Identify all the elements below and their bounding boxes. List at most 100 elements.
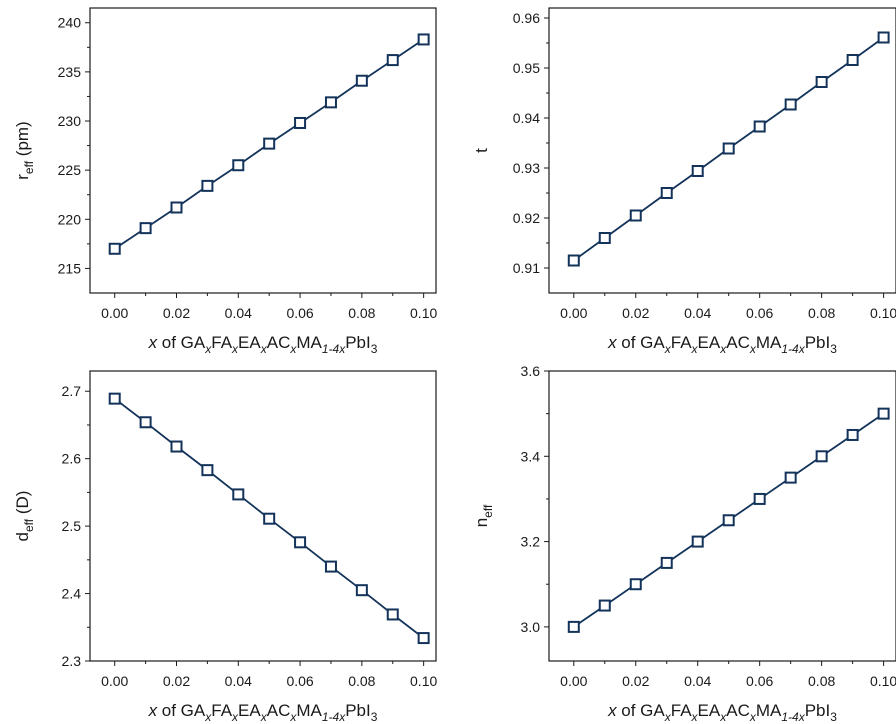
- data-point: [598, 599, 611, 612]
- data-point: [815, 76, 828, 88]
- data-point: [324, 96, 337, 109]
- y-tick-label: 220: [58, 211, 82, 227]
- x-tick-label: 0.02: [622, 305, 649, 321]
- x-tick-label: 0.02: [163, 305, 190, 321]
- data-point: [722, 514, 735, 527]
- x-tick-label: 0.08: [348, 673, 375, 689]
- data-point: [846, 54, 859, 66]
- y-tick-label: 3.6: [521, 363, 541, 379]
- x-axis-title-subscript: x: [260, 342, 268, 356]
- y-axis-title-subscript: eff: [22, 160, 36, 174]
- x-axis-title-subscript: x: [664, 342, 672, 356]
- data-point: [201, 179, 214, 192]
- data-point: [753, 120, 766, 133]
- data-point: [386, 608, 399, 621]
- x-tick-label: 0.04: [225, 305, 252, 321]
- plot-frame: [548, 7, 896, 294]
- data-point: [139, 416, 152, 429]
- data-point: [660, 556, 673, 569]
- data-point: [324, 560, 337, 573]
- x-tick-label: 0.00: [101, 305, 128, 321]
- y-axis-title-base: t: [472, 148, 491, 153]
- y-tick-label: 235: [58, 64, 82, 80]
- x-axis-title-var: x: [607, 701, 617, 720]
- data-point: [784, 471, 797, 484]
- x-axis-title-text: AC: [267, 333, 291, 352]
- y-axis-title: deff (D): [13, 491, 36, 542]
- x-axis-title-subscript: x: [749, 342, 757, 356]
- y-tick-label: 2.3: [62, 653, 82, 669]
- panel-top-right: 0.00 0.02 0.04 0.06 0.08 0.10 0.91 0.92 0.93 0.94…: [472, 7, 896, 356]
- x-axis-title: x of GAxFAxEAxACxMA1-4xPbI3: [148, 701, 378, 724]
- x-tick-label: 0.00: [560, 673, 587, 689]
- x-axis-title-text: AC: [726, 701, 750, 720]
- x-axis-title-subscript: x: [231, 710, 239, 724]
- data-point: [846, 428, 859, 441]
- x-tick-label: 0.02: [622, 673, 649, 689]
- y-tick-label: 225: [58, 162, 82, 178]
- x-axis-title-var: x: [148, 701, 158, 720]
- x-axis-title-subscript: 1-4x: [781, 342, 805, 356]
- data-point: [417, 33, 430, 46]
- y-axis-title: reff (pm): [13, 121, 36, 179]
- data-point: [722, 142, 735, 155]
- x-axis-title-subscript: x: [664, 710, 672, 724]
- x-axis-title-text: of GA: [157, 333, 206, 352]
- x-axis-title-subscript: 3: [371, 710, 378, 724]
- y-tick-label: 3.0: [521, 619, 541, 635]
- data-point: [660, 187, 673, 199]
- x-axis-title-text: of GA: [157, 701, 206, 720]
- x-tick-label: 0.08: [808, 673, 835, 689]
- x-tick-label: 0.08: [348, 305, 375, 321]
- y-tick-label: 0.93: [513, 160, 540, 176]
- x-axis-title-var: x: [607, 333, 617, 352]
- plot-frame: [548, 370, 896, 662]
- data-point: [108, 392, 121, 405]
- x-axis-title-text: of GA: [617, 333, 666, 352]
- data-point: [108, 242, 121, 255]
- x-axis-title-text: FA: [211, 333, 232, 352]
- data-point: [170, 201, 183, 214]
- x-axis-title: x of GAxFAxEAxACxMA1-4xPbI3: [148, 333, 378, 356]
- y-tick-label: 230: [58, 113, 82, 129]
- x-axis-title-subscript: x: [749, 710, 757, 724]
- data-point: [691, 165, 704, 177]
- x-axis-title-text: FA: [671, 333, 692, 352]
- y-tick-label: 2.4: [62, 586, 82, 602]
- x-axis-title-subscript: 1-4x: [781, 710, 805, 724]
- x-tick-label: 0.04: [684, 305, 711, 321]
- x-axis-title-text: FA: [211, 701, 232, 720]
- x-tick-label: 0.10: [410, 673, 437, 689]
- data-point: [201, 464, 214, 477]
- plot-frame: [89, 7, 437, 294]
- x-axis-title-text: of GA: [617, 701, 666, 720]
- x-axis-title-text: MA: [756, 701, 782, 720]
- x-axis-title-subscript: x: [204, 342, 212, 356]
- y-axis-title-unit: (D): [13, 491, 32, 519]
- panel-top-left: 0.00 0.02 0.04 0.06 0.08 0.10 215 220 225 230 235 2…: [13, 7, 437, 356]
- y-axis-title: t: [472, 148, 491, 153]
- y-tick-label: 2.7: [62, 383, 82, 399]
- y-tick-label: 0.92: [513, 210, 540, 226]
- x-tick-label: 0.10: [870, 673, 896, 689]
- data-point: [567, 254, 580, 267]
- y-tick-label: 0.95: [513, 60, 540, 76]
- data-point: [139, 222, 152, 235]
- data-point: [691, 535, 704, 548]
- x-tick-label: 0.00: [101, 673, 128, 689]
- x-tick-label: 0.10: [410, 305, 437, 321]
- y-tick-label: 215: [58, 260, 82, 276]
- x-axis-title-text: EA: [238, 333, 261, 352]
- y-tick-label: 0.94: [513, 110, 540, 126]
- x-tick-label: 0.00: [560, 305, 587, 321]
- x-tick-label: 0.02: [163, 673, 190, 689]
- y-tick-label: 0.91: [513, 260, 540, 276]
- panel-bottom-right: 0.00 0.02 0.04 0.06 0.08 0.10 3.0 3.2 3.4 3.6 x of…: [472, 363, 896, 724]
- y-tick-label: 2.5: [62, 518, 82, 534]
- x-axis-title-subscript: x: [260, 710, 268, 724]
- y-axis-title-subscript: eff: [481, 504, 495, 518]
- x-axis-title-subscript: x: [719, 342, 727, 356]
- x-tick-label: 0.06: [746, 305, 773, 321]
- data-point: [355, 74, 368, 87]
- x-axis-title-subscript: x: [289, 342, 297, 356]
